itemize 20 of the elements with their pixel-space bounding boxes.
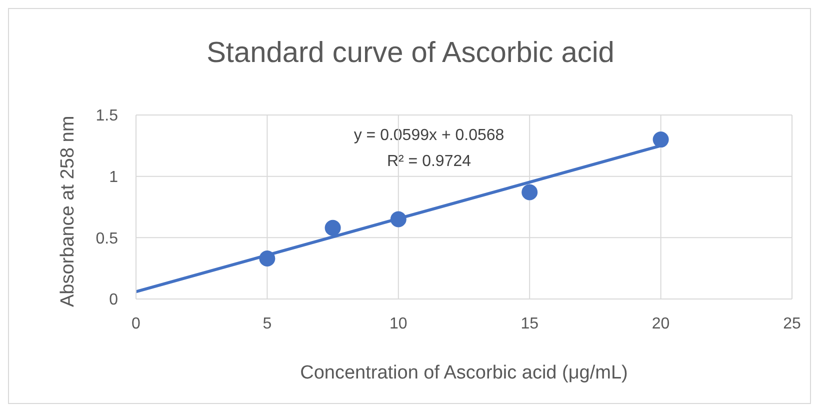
y-tick-label: 1.5 — [96, 108, 118, 125]
y-axis-title: Absorbance at 258 nm — [58, 116, 79, 307]
point — [390, 211, 406, 228]
x-tick-label: 5 — [262, 315, 272, 332]
point — [522, 184, 538, 200]
x-tick-label: 10 — [390, 315, 408, 332]
annotation: R² = 0.9724 — [386, 153, 472, 171]
chart-title: Standard curve of Ascorbic acid — [206, 37, 616, 70]
x-tick-label: 15 — [520, 315, 539, 332]
x-tick-label: 0 — [132, 315, 141, 332]
point — [324, 220, 341, 236]
x-axis-title: Concentration of Ascorbic acid (μg/mL) — [300, 362, 628, 384]
x-tick-label: 20 — [652, 315, 670, 332]
y-tick-label: 1 — [109, 169, 118, 186]
point — [652, 132, 669, 148]
x-tick-label: 25 — [783, 315, 801, 332]
annotation: y = 0.0599x + 0.0568 — [352, 127, 506, 145]
y-tick-label: 0.5 — [96, 230, 118, 248]
y-tick-label: 0 — [109, 292, 118, 309]
point — [259, 250, 276, 267]
